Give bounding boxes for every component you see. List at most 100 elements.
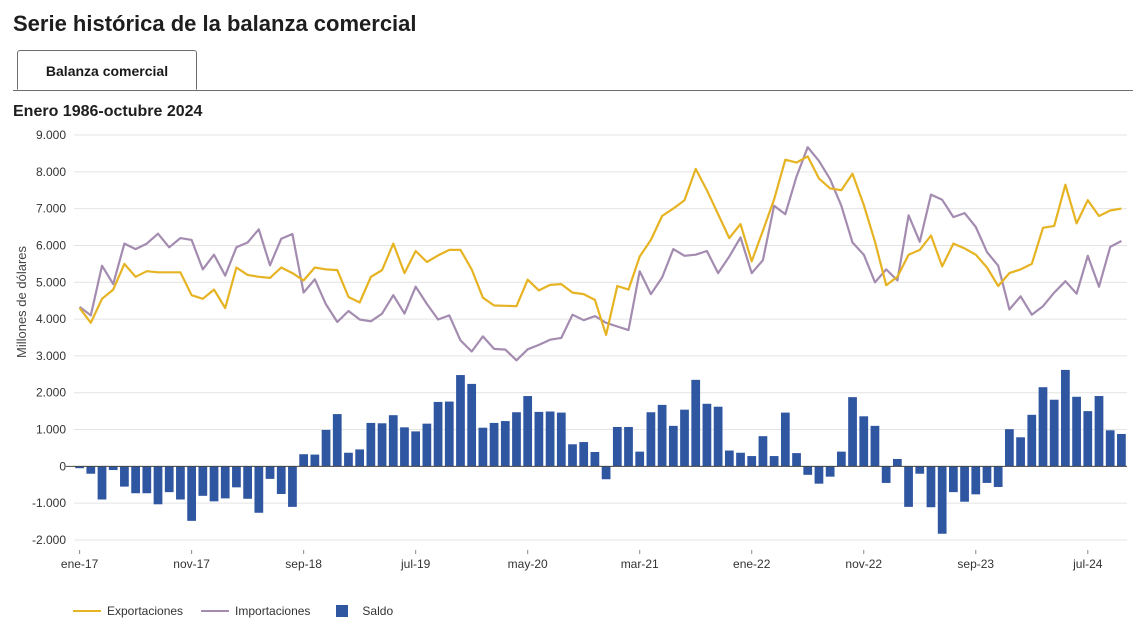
- saldo-bar: [579, 442, 589, 467]
- y-tick-label: 3.000: [36, 349, 66, 363]
- legend: Exportaciones Importaciones Saldo: [73, 604, 411, 618]
- saldo-bar: [478, 427, 488, 467]
- x-tick-label: ene-17: [61, 557, 99, 571]
- saldo-bar: [870, 425, 880, 467]
- saldo-bar: [142, 466, 152, 494]
- saldo-bar: [467, 383, 477, 467]
- saldo-bar: [736, 452, 745, 467]
- saldo-bar: [803, 466, 813, 475]
- saldo-bar: [646, 412, 656, 467]
- y-axis-label: Millones de dólares: [14, 246, 29, 359]
- legend-swatch-exportaciones: [73, 610, 101, 612]
- saldo-bar: [153, 466, 163, 505]
- grid-layer: [74, 134, 1127, 541]
- saldo-bar: [534, 411, 544, 467]
- saldo-bar: [276, 466, 286, 494]
- saldo-bar: [456, 375, 465, 467]
- trade-balance-chart: -2.000 -1.000 0 1.000 2.000 3.000 4.000 5.000 6.…: [14, 128, 1127, 571]
- saldo-bar: [982, 466, 992, 483]
- saldo-bar: [243, 466, 253, 499]
- saldo-bar: [355, 449, 365, 467]
- saldo-bar: [848, 397, 857, 467]
- saldo-bar: [792, 453, 801, 467]
- saldo-bar: [120, 466, 129, 487]
- y-tick-label: 1.000: [36, 423, 66, 437]
- saldo-bar: [220, 466, 230, 499]
- saldo-bar: [993, 466, 1003, 487]
- saldo-bar: [836, 451, 846, 467]
- saldo-bar: [265, 466, 275, 479]
- tab-balanza-comercial[interactable]: Balanza comercial: [17, 50, 197, 90]
- saldo-bar: [288, 466, 297, 507]
- x-tick-label: nov-17: [173, 557, 210, 571]
- legend-item-importaciones[interactable]: Importaciones: [201, 604, 310, 618]
- saldo-bar: [814, 466, 824, 484]
- x-tick-label: sep-23: [957, 557, 994, 571]
- saldo-bar: [1016, 437, 1025, 467]
- saldo-bar: [713, 406, 723, 467]
- importaciones-line: [78, 146, 1122, 362]
- saldo-bar: [556, 412, 566, 467]
- line-layer: [78, 146, 1122, 362]
- x-tick-label: jul-19: [400, 557, 431, 571]
- x-tick-label: jul-24: [1072, 557, 1103, 571]
- saldo-bar: [635, 451, 645, 467]
- saldo-bar: [1049, 399, 1059, 467]
- saldo-bar: [75, 466, 84, 469]
- saldo-bar: [657, 404, 667, 467]
- saldo-bar: [568, 444, 577, 467]
- saldo-bar: [1027, 414, 1037, 467]
- saldo-bar: [433, 401, 443, 467]
- saldo-bar: [1105, 430, 1115, 467]
- saldo-bar: [198, 466, 208, 496]
- chart-subtitle: Enero 1986-octubre 2024: [13, 103, 203, 120]
- axis-layer: -2.000 -1.000 0 1.000 2.000 3.000 4.000 5.000 6.…: [32, 128, 1127, 571]
- page-title: Serie histórica de la balanza comercial: [13, 11, 417, 36]
- x-tick-label: may-20: [508, 557, 548, 571]
- saldo-bar: [1094, 396, 1104, 467]
- bar-layer: [75, 369, 1126, 534]
- saldo-bar: [1005, 429, 1014, 467]
- saldo-bar: [960, 466, 969, 502]
- saldo-bar: [612, 426, 622, 467]
- saldo-bar: [344, 452, 353, 467]
- legend-swatch-importaciones: [201, 610, 230, 612]
- y-tick-label: 7.000: [36, 202, 66, 216]
- saldo-bar: [209, 466, 219, 502]
- x-tick-label: sep-18: [285, 557, 322, 571]
- y-tick-label: -2.000: [32, 533, 66, 547]
- saldo-bar: [1117, 433, 1126, 467]
- legend-item-exportaciones[interactable]: Exportaciones: [73, 604, 183, 618]
- saldo-bar: [512, 412, 521, 467]
- saldo-bar: [948, 466, 958, 493]
- saldo-bar: [1061, 369, 1070, 467]
- legend-label-importaciones: Importaciones: [235, 604, 311, 618]
- exportaciones-line: [78, 155, 1122, 336]
- saldo-bar: [1083, 411, 1093, 467]
- saldo-bar: [859, 416, 869, 467]
- saldo-bar: [926, 466, 936, 508]
- saldo-bar: [164, 466, 174, 493]
- saldo-bar: [892, 459, 902, 467]
- y-tick-label: 4.000: [36, 312, 66, 326]
- saldo-bar: [366, 422, 376, 467]
- saldo-bar: [411, 431, 421, 467]
- saldo-bar: [702, 403, 712, 467]
- saldo-bar: [422, 423, 432, 467]
- y-tick-label: 5.000: [36, 275, 66, 289]
- saldo-bar: [624, 426, 633, 467]
- y-tick-label: 0: [59, 459, 66, 473]
- saldo-bar: [232, 466, 241, 488]
- saldo-bar: [400, 427, 409, 467]
- saldo-bar: [915, 466, 925, 474]
- saldo-bar: [780, 412, 790, 467]
- y-tick-label: 9.000: [36, 128, 66, 142]
- saldo-bar: [332, 414, 342, 467]
- saldo-bar: [747, 456, 757, 467]
- tab-strip: Balanza comercial: [13, 50, 1133, 91]
- saldo-bar: [691, 379, 701, 467]
- saldo-bar: [108, 466, 118, 471]
- legend-item-saldo[interactable]: Saldo: [328, 604, 393, 618]
- saldo-bar: [758, 436, 768, 467]
- legend-label-exportaciones: Exportaciones: [107, 604, 184, 618]
